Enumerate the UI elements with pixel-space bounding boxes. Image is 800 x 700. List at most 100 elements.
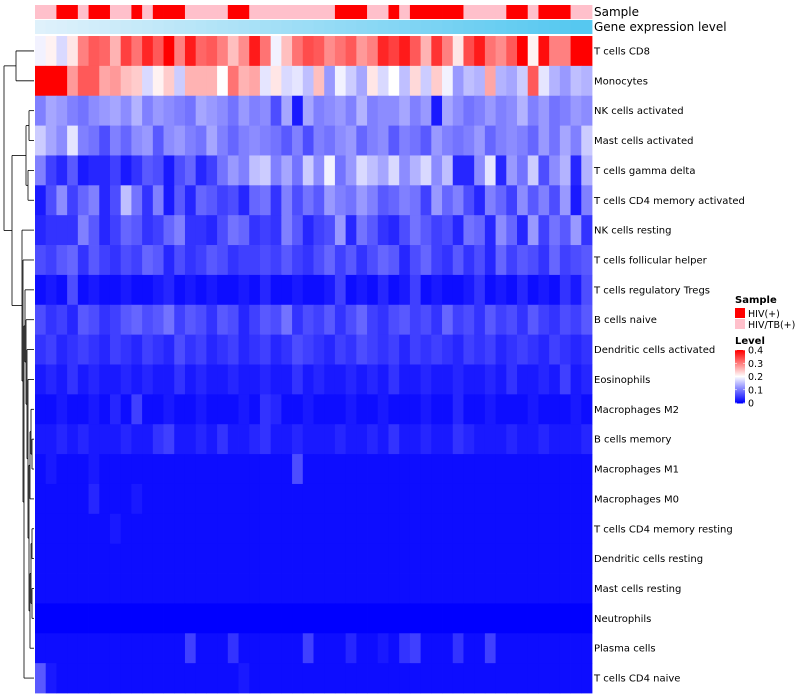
sample-anno-cell [195, 5, 207, 19]
heatmap-cell [474, 573, 486, 604]
heatmap-cell [506, 215, 518, 246]
heatmap-cell [409, 543, 422, 574]
heatmap-cell [249, 245, 261, 276]
heatmap-cell [345, 513, 357, 545]
heatmap-cell [517, 245, 529, 276]
heatmap-cell [463, 483, 475, 515]
heatmap-cell [527, 274, 539, 306]
heatmap-cell [452, 663, 464, 694]
level-legend-title: Level [735, 336, 765, 347]
heatmap-cell [142, 155, 154, 186]
heatmap-cell [131, 454, 143, 485]
heatmap-cell [184, 454, 197, 485]
heatmap-cell [195, 215, 207, 246]
heatmap-cell [527, 215, 539, 246]
heatmap-cell [281, 155, 293, 186]
heatmap-cell [431, 334, 443, 365]
heatmap-cell [281, 185, 293, 216]
heatmap-cell [56, 215, 68, 246]
sample-anno-cell [281, 5, 293, 19]
heatmap-cell [45, 185, 57, 216]
level-gradient-step [735, 372, 745, 374]
heatmap-cell [463, 633, 475, 664]
heatmap-cell [270, 334, 282, 365]
heatmap-cell [356, 125, 368, 156]
heatmap-cell [313, 364, 325, 395]
level-tick-label: 0.1 [748, 385, 763, 396]
heatmap-cell [88, 364, 100, 395]
heatmap-cell [431, 633, 443, 664]
heatmap-cell [367, 245, 379, 276]
heatmap-cell [206, 155, 218, 186]
heatmap-cell [131, 543, 143, 574]
level-gradient-step [735, 357, 745, 359]
heatmap-cell [270, 215, 282, 246]
heatmap-cell [399, 543, 411, 574]
heatmap-cell [334, 394, 347, 425]
heatmap-cell [302, 663, 314, 694]
heatmap-cell [356, 304, 368, 336]
heatmap-cell [109, 543, 122, 574]
heatmap-cell [388, 334, 400, 365]
heatmap-cell [302, 364, 314, 395]
heatmap-cell [570, 364, 582, 395]
heatmap-cell [452, 543, 464, 574]
heatmap-cell [538, 364, 550, 395]
heatmap-cell [56, 513, 68, 545]
heatmap-cell [581, 36, 593, 67]
row-label: Monocytes [594, 76, 648, 87]
heatmap-cell [88, 633, 100, 664]
heatmap-cell [142, 36, 154, 67]
heatmap-cell [174, 155, 186, 186]
heatmap-cell [56, 304, 68, 336]
heatmap-cell [195, 424, 207, 455]
heatmap-cell [334, 483, 347, 515]
heatmap-cell [581, 245, 593, 276]
heatmap-cell [388, 95, 400, 126]
heatmap-cell [195, 454, 207, 485]
heatmap-cell [184, 215, 197, 246]
heatmap-cell [399, 573, 411, 604]
heatmap-cell [334, 543, 347, 574]
heatmap-cell [313, 424, 325, 455]
heatmap-cell [35, 663, 47, 694]
heatmap-cell [409, 663, 422, 694]
heatmap-cell [88, 304, 100, 336]
gene-anno-cell [463, 20, 475, 34]
heatmap-cell [399, 36, 411, 67]
heatmap-cell [549, 483, 561, 515]
heatmap-cell [217, 543, 229, 574]
level-gradient-step [735, 374, 745, 376]
heatmap-cell [174, 543, 186, 574]
gene-anno-cell [495, 20, 507, 34]
heatmap-cell [120, 95, 132, 126]
heatmap-cell [399, 633, 411, 664]
heatmap-cell [506, 543, 518, 574]
heatmap-cell [292, 633, 304, 664]
heatmap-cell [56, 364, 68, 395]
heatmap-cell [217, 125, 229, 156]
heatmap-cell [581, 394, 593, 425]
heatmap-cell [420, 334, 432, 365]
heatmap-cell [152, 513, 164, 545]
row-label: T cells regulatory Tregs [593, 285, 710, 296]
heatmap-cell [77, 394, 89, 425]
heatmap-cell [56, 36, 68, 67]
heatmap-cell [517, 513, 529, 545]
heatmap-cell [120, 573, 132, 604]
heatmap-cell [195, 573, 207, 604]
heatmap-cell [399, 454, 411, 485]
sample-anno-cell [88, 5, 100, 19]
heatmap-cell [356, 245, 368, 276]
heatmap-cell [581, 95, 593, 126]
heatmap-cell [217, 334, 229, 365]
heatmap-cell [77, 513, 89, 545]
gene-anno-cell [99, 20, 111, 34]
heatmap-cell [281, 364, 293, 395]
row-label: Mast cells resting [594, 584, 681, 595]
sample-anno-cell [120, 5, 132, 19]
sample-anno-cell [99, 5, 111, 19]
heatmap-cell [549, 424, 561, 455]
heatmap-cell [302, 215, 314, 246]
heatmap-cell [527, 424, 539, 455]
